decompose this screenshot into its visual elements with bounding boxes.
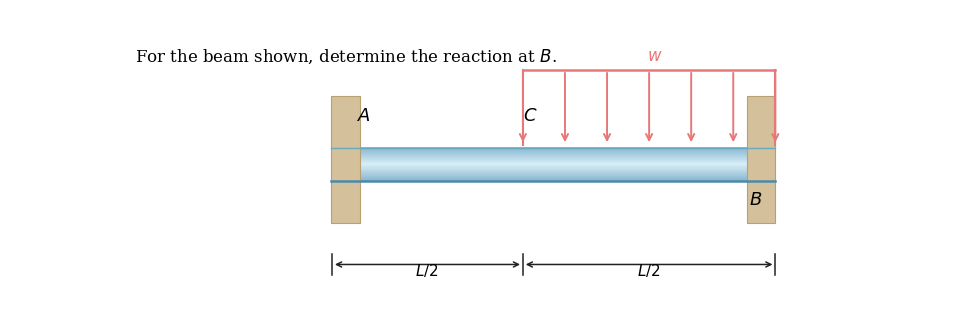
Bar <box>331 174 775 175</box>
Bar <box>331 148 775 149</box>
Bar <box>331 174 775 175</box>
Bar <box>331 175 775 176</box>
Bar <box>331 163 775 164</box>
Bar <box>331 166 775 167</box>
Bar <box>331 155 775 156</box>
Bar <box>331 172 775 173</box>
Bar <box>331 164 775 165</box>
Bar <box>331 149 775 150</box>
Text: $L/2$: $L/2$ <box>637 262 661 279</box>
Bar <box>331 163 775 164</box>
Bar <box>331 159 775 160</box>
Bar <box>331 173 775 174</box>
Bar <box>331 164 775 165</box>
Bar <box>331 180 775 181</box>
Bar <box>331 170 775 171</box>
Text: $C$: $C$ <box>523 107 537 125</box>
Bar <box>331 159 775 160</box>
Bar <box>331 179 775 180</box>
Bar <box>331 153 775 154</box>
Bar <box>331 154 775 155</box>
Text: For the beam shown, determine the reaction at $B$.: For the beam shown, determine the reacti… <box>134 47 557 66</box>
Bar <box>331 150 775 151</box>
Bar <box>331 95 359 222</box>
Bar <box>331 151 775 152</box>
Bar <box>331 158 775 159</box>
Bar <box>331 160 775 161</box>
Text: $A$: $A$ <box>357 107 372 125</box>
Bar <box>331 154 775 155</box>
Bar <box>331 177 775 178</box>
Bar <box>331 156 775 157</box>
Bar <box>331 158 775 159</box>
Bar <box>331 149 775 150</box>
Bar <box>747 95 775 222</box>
Bar <box>331 162 775 163</box>
Bar <box>331 153 775 154</box>
Text: $B$: $B$ <box>749 191 763 209</box>
Bar <box>331 171 775 172</box>
Text: $w$: $w$ <box>647 48 662 65</box>
Bar <box>331 168 775 169</box>
Bar <box>331 150 775 151</box>
Bar <box>331 148 775 149</box>
Bar <box>331 168 775 169</box>
Bar <box>331 178 775 179</box>
Bar <box>331 179 775 180</box>
Bar <box>331 157 775 158</box>
Bar <box>331 176 775 177</box>
Text: $L/2$: $L/2$ <box>416 262 439 279</box>
Bar <box>331 167 775 168</box>
Bar <box>331 178 775 179</box>
Bar <box>331 169 775 170</box>
Bar <box>331 152 775 153</box>
Bar <box>331 173 775 174</box>
Bar <box>331 165 775 166</box>
Bar <box>331 161 775 162</box>
Bar <box>331 147 775 148</box>
Bar <box>331 169 775 170</box>
